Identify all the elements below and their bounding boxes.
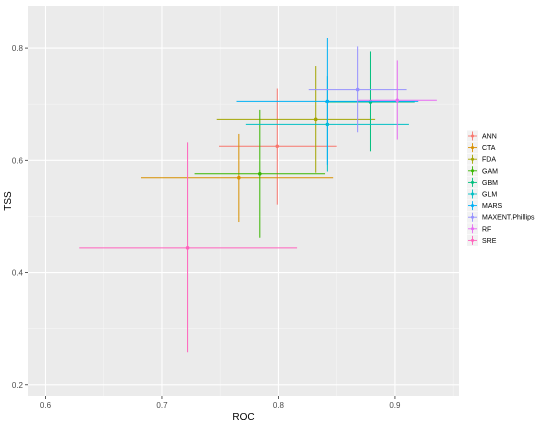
legend-label: SRE — [482, 238, 497, 245]
legend-item: CTA — [467, 142, 496, 154]
grid — [28, 6, 459, 396]
data-series — [79, 37, 437, 353]
legend-key-point — [471, 204, 474, 208]
legend-key-point — [471, 134, 474, 138]
legend-item: GBM — [467, 176, 498, 188]
x-tick-label: 0.7 — [156, 401, 168, 410]
legend-item: SRE — [467, 234, 497, 246]
y-tick-label: 0.8 — [12, 44, 24, 53]
series-mars — [236, 37, 419, 165]
legend-label: FDA — [482, 157, 496, 164]
series-rf — [357, 60, 437, 140]
legend-label: GLM — [482, 192, 497, 199]
legend: ANN CTA FDA GAM GBM GLM MARS MAXENT.Phillips RF S… — [467, 130, 535, 246]
legend-label: ANN — [482, 134, 497, 141]
legend-label: MAXENT.Phillips — [482, 215, 535, 222]
y-tick-label: 0.6 — [12, 156, 24, 165]
legend-item: FDA — [467, 153, 496, 165]
legend-item: MAXENT.Phillips — [467, 211, 535, 223]
legend-label: RF — [482, 226, 491, 233]
x-axis-ticks: 0.6 0.7 0.8 0.9 — [40, 396, 401, 410]
series-maxent-phillips — [308, 46, 407, 133]
legend-key-point — [471, 146, 474, 150]
y-axis-ticks: 0.2 0.4 0.6 0.8 — [12, 44, 28, 390]
legend-item: MARS — [467, 200, 503, 212]
legend-item: ANN — [467, 130, 497, 142]
data-point — [275, 144, 280, 149]
series-fda — [216, 66, 376, 173]
y-tick-label: 0.4 — [12, 269, 24, 278]
legend-key-point — [471, 169, 474, 173]
legend-key-point — [471, 157, 474, 161]
data-point — [185, 246, 190, 250]
panel-background — [28, 6, 459, 396]
legend-key-point — [471, 227, 474, 231]
y-axis-title: TSS — [3, 191, 14, 211]
series-cta — [140, 133, 334, 223]
legend-key-point — [471, 215, 474, 219]
data-point — [258, 171, 262, 176]
series-sre — [79, 142, 298, 353]
legend-label: GAM — [482, 168, 498, 175]
legend-key-point — [471, 192, 474, 196]
legend-label: MARS — [482, 203, 503, 210]
legend-key-point — [471, 180, 474, 184]
legend-item: RF — [467, 223, 491, 235]
y-tick-label: 0.2 — [12, 381, 24, 390]
data-point — [395, 98, 400, 103]
legend-label: GBM — [482, 180, 498, 187]
x-tick-label: 0.8 — [273, 401, 285, 410]
data-point — [313, 117, 318, 122]
data-point — [325, 99, 330, 104]
x-tick-label: 0.6 — [40, 401, 52, 410]
legend-key-point — [471, 238, 474, 242]
legend-item: GLM — [467, 188, 497, 200]
legend-item: GAM — [467, 165, 498, 177]
data-point — [355, 87, 360, 92]
series-gam — [194, 109, 326, 238]
x-axis-title: ROC — [232, 412, 254, 423]
x-tick-label: 0.9 — [389, 401, 401, 410]
legend-label: CTA — [482, 145, 496, 152]
data-point — [237, 175, 241, 180]
